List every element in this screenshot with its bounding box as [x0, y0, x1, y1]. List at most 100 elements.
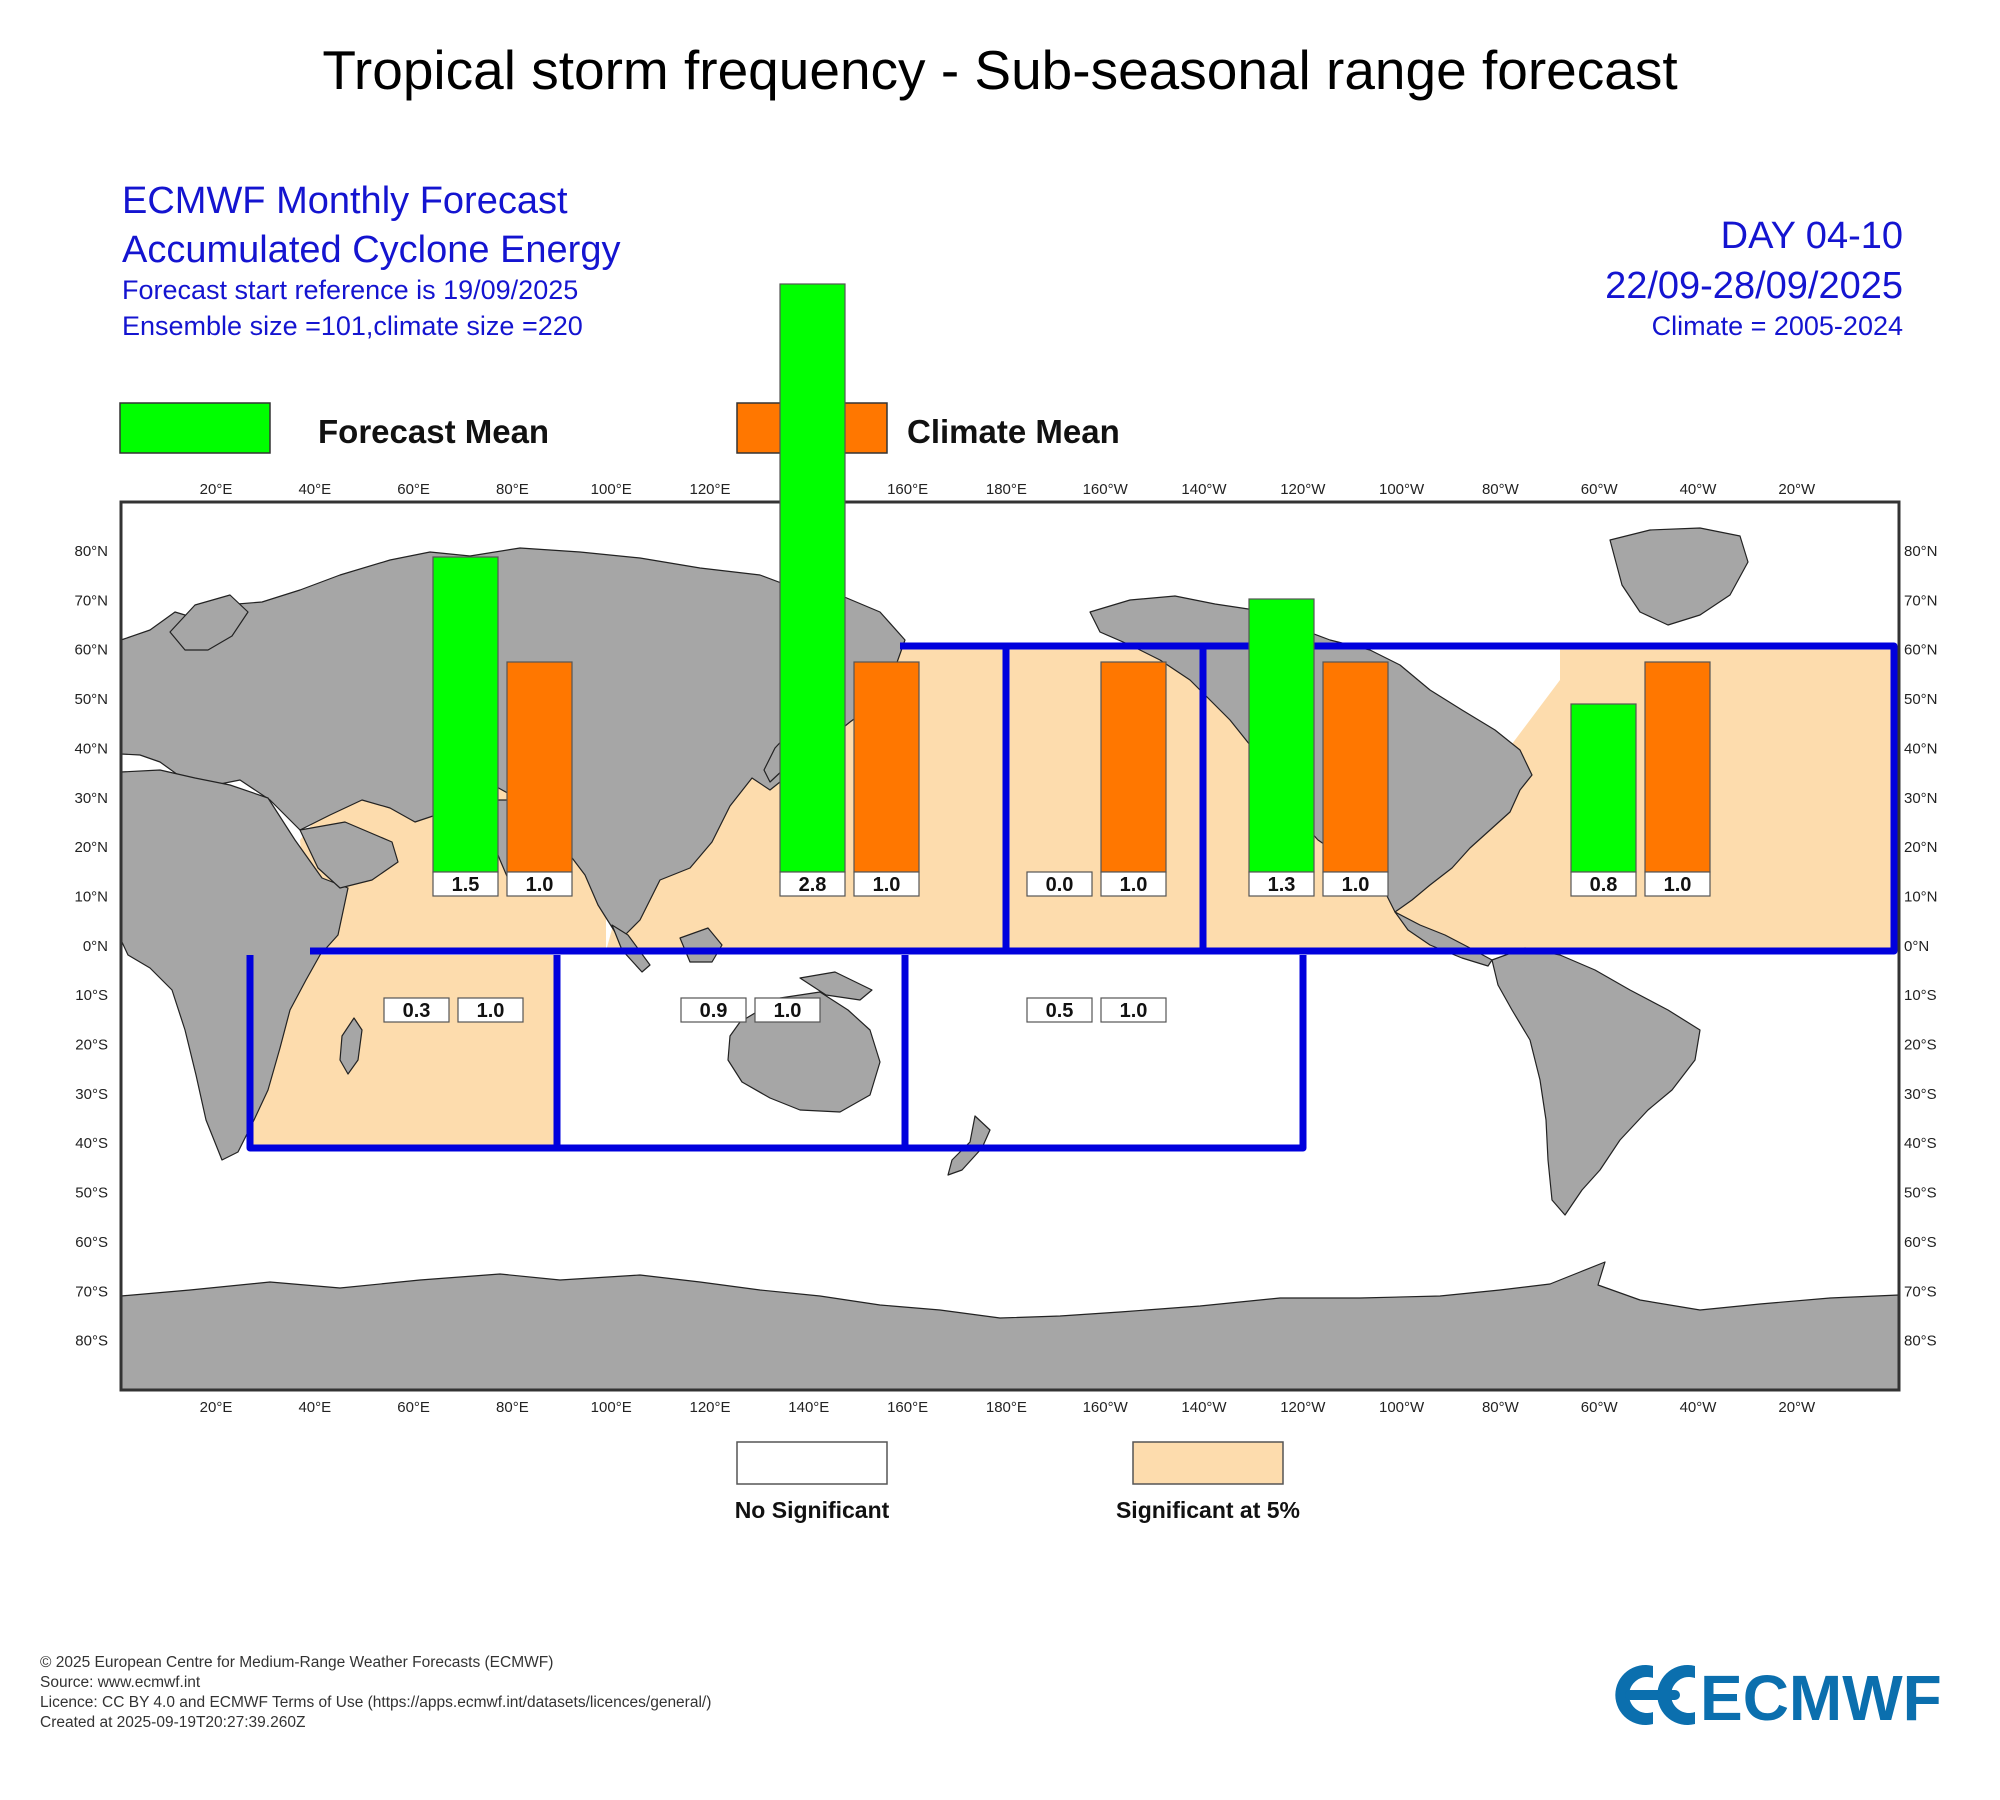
madagascar-landmass [339, 1017, 363, 1075]
footer-copyright: © 2025 European Centre for Medium-Range … [40, 1654, 554, 1671]
antarctica-landmass [120, 1261, 1900, 1391]
lon-label-top: 160°E [887, 481, 928, 498]
lon-label-bottom: 140°W [1181, 1399, 1227, 1416]
new-guinea-landmass [799, 971, 873, 1001]
lat-label-right: 60°N [1904, 642, 1938, 659]
lat-label-left: 20°N [74, 839, 108, 856]
basin-south-west-indian: 0.3 1.0 [383, 997, 524, 1023]
climate-bar [1644, 661, 1711, 873]
forecast-bar [1570, 703, 1637, 873]
lon-label-bottom: 180°E [986, 1399, 1027, 1416]
forecast-value-box [1026, 871, 1093, 897]
lon-label-bottom: 20°W [1778, 1399, 1816, 1416]
lon-label-bottom: 60°W [1581, 1399, 1619, 1416]
forecast-bar [779, 283, 846, 873]
lat-label-right: 70°N [1904, 592, 1938, 609]
lat-label-left: 0°N [83, 938, 108, 955]
ecmwf-logo: ECMWF [1615, 1662, 1942, 1730]
climate-value-label: 1.0 [526, 874, 554, 896]
basin-western-north-pacific: 2.8 1.0 [779, 283, 920, 897]
climate-value-box [853, 871, 920, 897]
lon-label-top: 20°W [1778, 481, 1816, 498]
land-masses [120, 527, 1900, 1391]
forecast-value-label: 0.3 [403, 1000, 431, 1022]
ace-bars: 1.5 1.0 2.8 1.0 0.0 1.0 1.3 1.0 0.8 1.0 0.3 1.0 0.9 1… [383, 283, 1711, 1023]
lat-label-left: 50°N [74, 691, 108, 708]
axis-labels: 20°E 20°E 40°E 40°E 60°E 60°E 80°E 80°E 100°E 100… [74, 481, 1937, 1416]
arabia-landmass [299, 821, 399, 889]
ensemble-size: Ensemble size =101,climate size =220 [122, 311, 583, 341]
forecast-value-box [680, 997, 747, 1023]
lon-label-bottom: 120°W [1280, 1399, 1326, 1416]
climate-bar [506, 661, 573, 873]
lat-label-left: 50°S [75, 1185, 108, 1202]
forecast-value-label: 2.8 [799, 874, 827, 896]
climate-value-box [754, 997, 821, 1023]
lat-label-left: 30°S [75, 1086, 108, 1103]
northern-basin-outline [310, 642, 1898, 955]
lon-label-bottom: 160°E [887, 1399, 928, 1416]
significant-swatch [1132, 1441, 1284, 1485]
legend-forecast-label: Forecast Mean [318, 413, 549, 450]
climate-value-box [1322, 871, 1389, 897]
lon-label-top: 80°E [496, 481, 529, 498]
forecast-value-box [383, 997, 450, 1023]
forecast-bar [1248, 598, 1315, 873]
lat-label-left: 80°N [74, 543, 108, 560]
lat-label-right: 50°N [1904, 691, 1938, 708]
lat-label-right: 50°S [1904, 1185, 1937, 1202]
legend-forecast-swatch [119, 402, 271, 454]
lon-label-top: 180°E [986, 481, 1027, 498]
lat-label-right: 10°S [1904, 987, 1937, 1004]
basin-north-indian: 1.5 1.0 [432, 556, 573, 897]
lon-label-bottom: 140°E [788, 1399, 829, 1416]
lat-label-right: 80°S [1904, 1333, 1937, 1350]
footer-source: Source: www.ecmwf.int [40, 1674, 201, 1691]
lon-label-bottom: 120°E [689, 1399, 730, 1416]
climate-value-box [506, 871, 573, 897]
ecmwf-logo-symbol [1615, 1665, 1695, 1725]
lat-label-left: 70°S [75, 1283, 108, 1300]
basin-south-pacific: 0.5 1.0 [1026, 997, 1167, 1023]
lat-label-left: 60°N [74, 642, 108, 659]
ecmwf-logo-text: ECMWF [1700, 1662, 1942, 1730]
southern-basin-outline [246, 955, 1307, 1152]
significance-legend: No Significant Significant at 5% [735, 1441, 1300, 1523]
lon-label-bottom: 160°W [1083, 1399, 1129, 1416]
lon-label-bottom: 80°W [1482, 1399, 1520, 1416]
forecast-value-box [1026, 997, 1093, 1023]
lat-label-right: 40°S [1904, 1135, 1937, 1152]
climate-value-box [1644, 871, 1711, 897]
forecast-value-box [1248, 871, 1315, 897]
forecast-value-label: 0.9 [700, 1000, 728, 1022]
lon-label-top: 120°E [689, 481, 730, 498]
climate-period: Climate = 2005-2024 [1652, 311, 1903, 341]
lat-label-left: 80°S [75, 1333, 108, 1350]
forecast-bar [432, 556, 499, 873]
lon-label-top: 60°W [1581, 481, 1619, 498]
lat-label-left: 40°S [75, 1135, 108, 1152]
forecast-value-label: 0.5 [1046, 1000, 1074, 1022]
lon-label-top: 40°E [298, 481, 331, 498]
day-range: DAY 04-10 [1721, 215, 1903, 257]
lon-label-top: 120°W [1280, 481, 1326, 498]
forecast-value-box [1570, 871, 1637, 897]
lon-label-top: 40°W [1680, 481, 1718, 498]
lat-label-left: 10°S [75, 987, 108, 1004]
lon-label-top: 60°E [397, 481, 430, 498]
lon-label-top: 20°E [200, 481, 233, 498]
lat-label-right: 30°N [1904, 790, 1938, 807]
legend-climate-label: Climate Mean [907, 413, 1120, 450]
forecast-value-box [432, 871, 499, 897]
no-significant-swatch [736, 1441, 888, 1485]
climate-value-label: 1.0 [774, 1000, 802, 1022]
climate-bar [1100, 661, 1167, 873]
lat-label-left: 40°N [74, 740, 108, 757]
lat-label-right: 0°N [1904, 938, 1929, 955]
significant-label: Significant at 5% [1116, 1497, 1300, 1523]
lon-label-top: 100°W [1379, 481, 1425, 498]
basin-eastern-north-pacific: 1.3 1.0 [1248, 598, 1389, 897]
lat-label-left: 30°N [74, 790, 108, 807]
climate-value-label: 1.0 [873, 874, 901, 896]
climate-value-label: 1.0 [1120, 1000, 1148, 1022]
